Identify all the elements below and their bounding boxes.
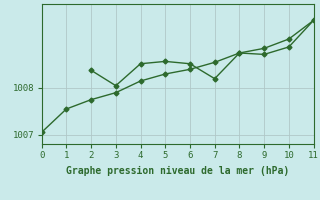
X-axis label: Graphe pression niveau de la mer (hPa): Graphe pression niveau de la mer (hPa) [66,165,289,176]
